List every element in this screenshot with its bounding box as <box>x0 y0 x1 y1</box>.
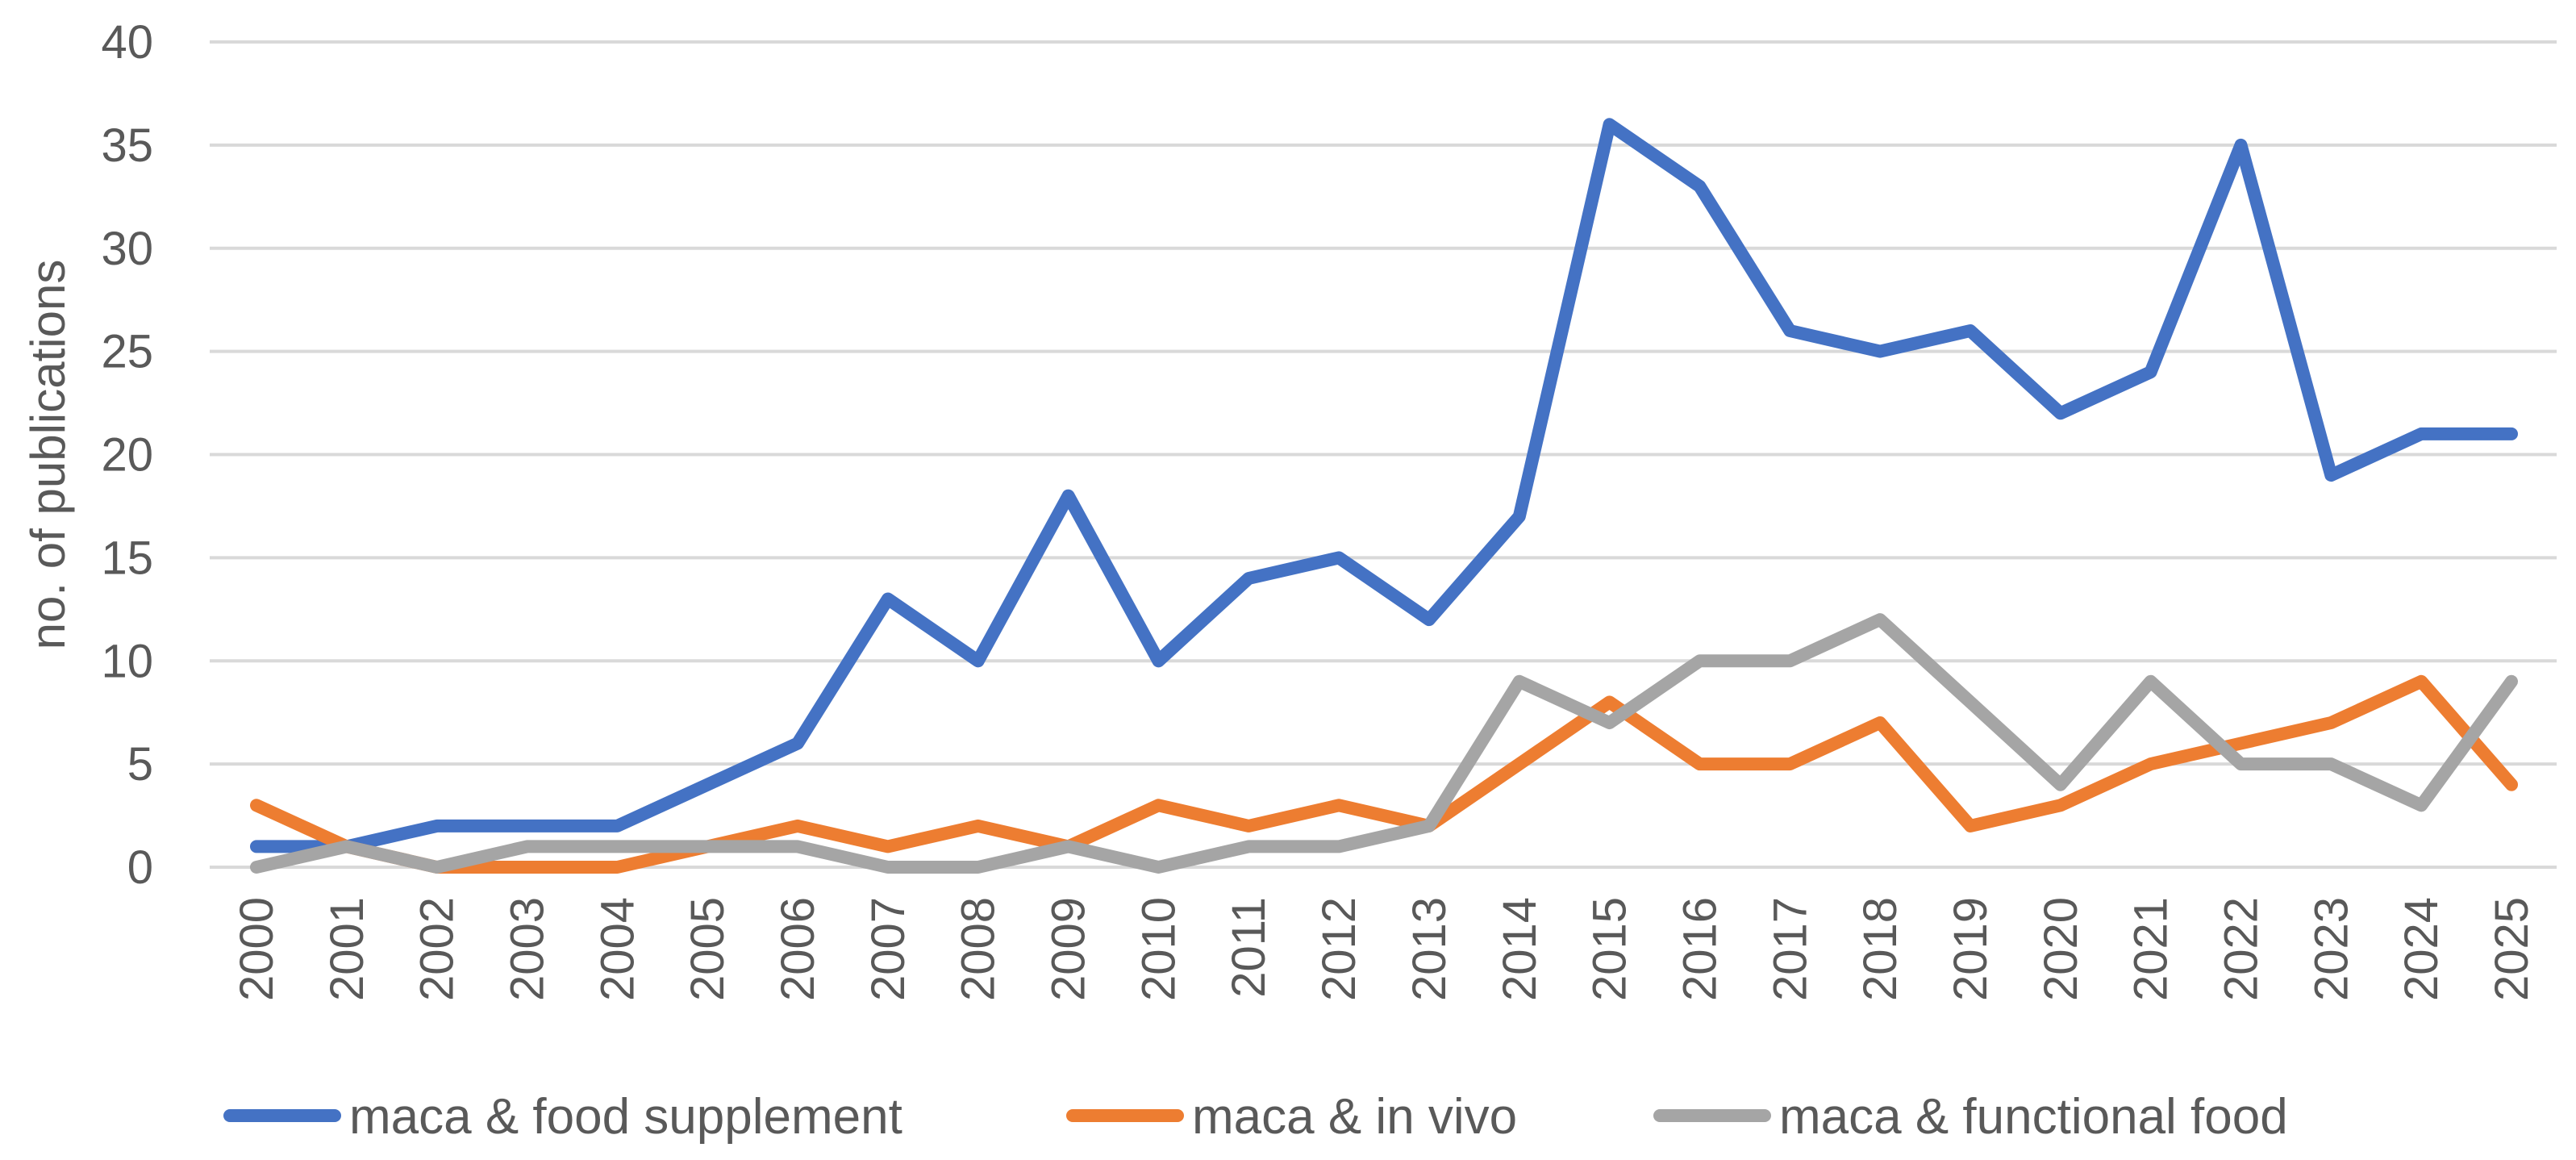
series-line-2 <box>250 674 2518 874</box>
y-tick-label: 35 <box>101 119 153 172</box>
y-axis-title: no. of publications <box>21 260 75 650</box>
legend-label-1: maca & food supplement <box>349 1089 902 1145</box>
x-tick-label: 2009 <box>1043 897 1095 1001</box>
x-tick-label: 2019 <box>1945 897 1997 1001</box>
legend-label-3: maca & functional food <box>1779 1089 2288 1145</box>
x-tick-label: 2007 <box>862 897 915 1001</box>
x-tick-label: 2021 <box>2125 897 2178 1001</box>
y-tick-label: 25 <box>101 326 153 378</box>
x-tick-label: 2002 <box>411 897 464 1001</box>
x-tick-label: 2006 <box>772 897 824 1001</box>
x-tick-label: 2003 <box>502 897 554 1001</box>
y-tick-label: 20 <box>101 429 153 482</box>
y-tick-label: 40 <box>101 16 153 69</box>
x-tick-label: 2022 <box>2215 897 2267 1001</box>
y-tick-label: 5 <box>127 738 153 791</box>
series-line-3 <box>250 613 2518 874</box>
legend: maca & food supplement maca & in vivo maca… <box>223 1089 2288 1145</box>
x-axis-ticks: 2000 2001 2002 2003 2004 2005 2006 2007 2008 2009… <box>231 897 2538 1001</box>
x-tick-label: 2011 <box>1223 897 1275 998</box>
gridlines <box>210 40 2557 869</box>
x-tick-label: 2020 <box>2035 897 2087 1001</box>
x-tick-label: 2010 <box>1132 897 1185 1001</box>
x-tick-label: 2012 <box>1313 897 1365 1001</box>
y-tick-label: 15 <box>101 532 153 584</box>
x-tick-label: 2008 <box>952 897 1005 1001</box>
x-tick-label: 2005 <box>682 897 734 1001</box>
y-tick-label: 30 <box>101 223 153 275</box>
y-tick-label: 0 <box>127 841 153 894</box>
series-lines <box>250 118 2518 874</box>
series-line-1 <box>250 118 2518 853</box>
x-tick-label: 2016 <box>1674 897 1726 1001</box>
y-tick-label: 10 <box>101 635 153 687</box>
x-tick-label: 2001 <box>321 897 373 1001</box>
x-tick-label: 2025 <box>2486 897 2538 1001</box>
x-tick-label: 2015 <box>1584 897 1636 1001</box>
x-tick-label: 2018 <box>1854 897 1907 1001</box>
x-tick-label: 2023 <box>2305 897 2357 1001</box>
y-axis-ticks: 0 5 10 15 20 25 30 35 40 <box>101 16 153 894</box>
x-tick-label: 2024 <box>2395 897 2448 1001</box>
x-tick-label: 2000 <box>231 897 283 1001</box>
x-tick-label: 2017 <box>1764 897 1816 1001</box>
legend-label-2: maca & in vivo <box>1192 1089 1517 1145</box>
x-tick-label: 2004 <box>591 897 644 1001</box>
x-tick-label: 2014 <box>1494 897 1546 1001</box>
x-tick-label: 2013 <box>1403 897 1456 1001</box>
